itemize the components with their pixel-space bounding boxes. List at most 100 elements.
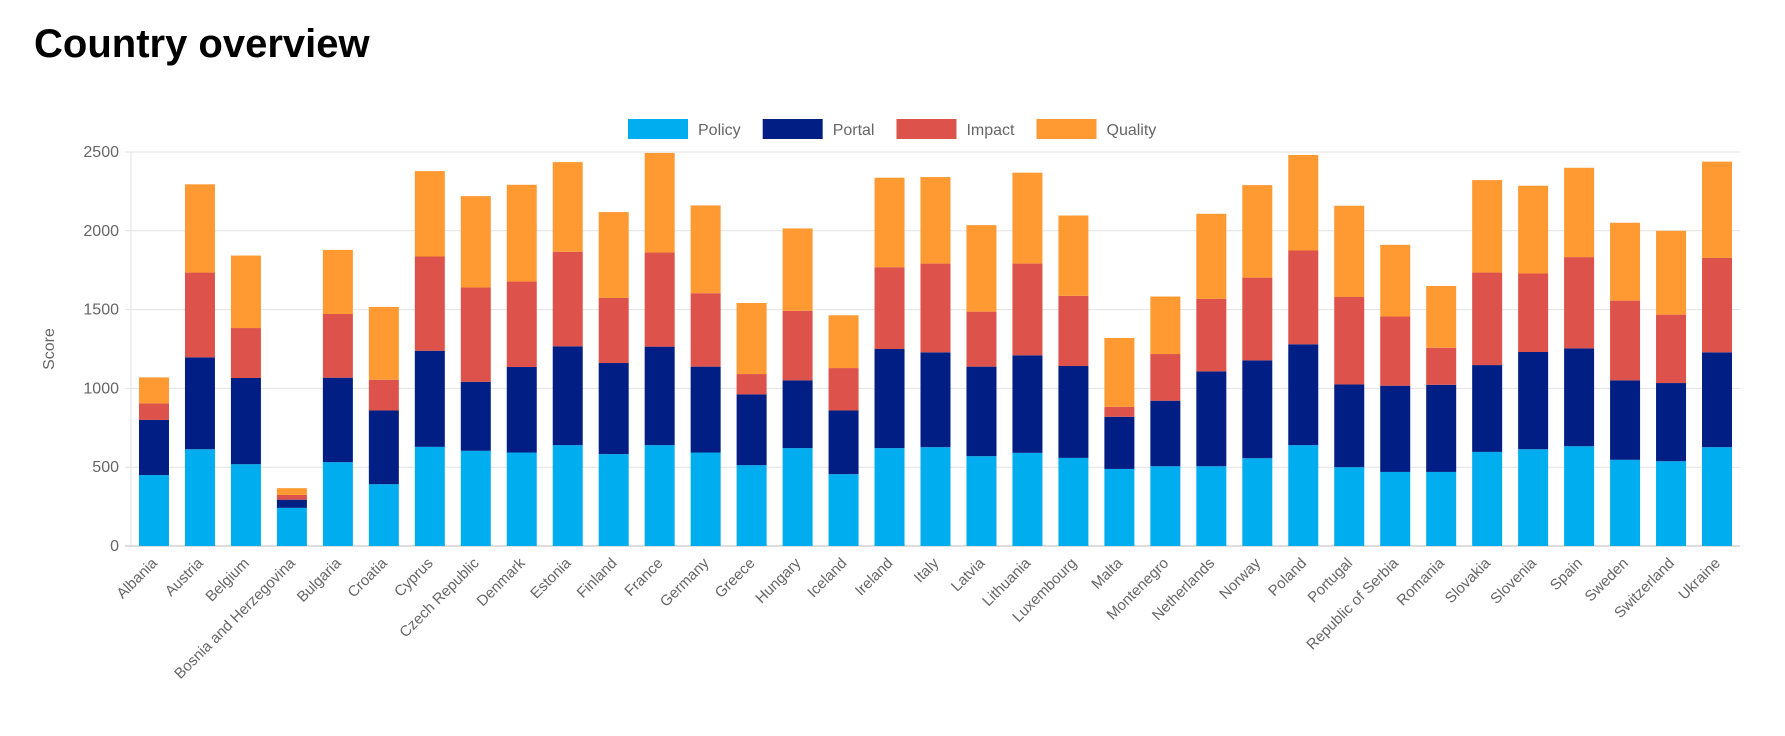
bar-policy[interactable]: [1288, 445, 1319, 546]
bar-portal[interactable]: [644, 346, 675, 446]
bar-impact[interactable]: [1426, 347, 1457, 385]
bar-policy[interactable]: [1656, 461, 1687, 546]
bar-portal[interactable]: [690, 366, 721, 453]
legend-item-quality[interactable]: Quality: [1036, 119, 1157, 139]
bar-quality[interactable]: [598, 212, 629, 298]
bar-stack[interactable]: [1150, 296, 1181, 546]
bar-stack[interactable]: [1196, 213, 1227, 546]
bar-stack[interactable]: [690, 205, 721, 546]
bar-portal[interactable]: [920, 352, 951, 448]
bar-stack[interactable]: [368, 306, 399, 546]
bar-portal[interactable]: [1656, 383, 1687, 462]
bar-policy[interactable]: [690, 452, 721, 546]
bar-policy[interactable]: [1334, 467, 1365, 546]
bar-quality[interactable]: [828, 315, 859, 369]
bar-impact[interactable]: [322, 314, 353, 378]
bar-impact[interactable]: [552, 251, 583, 347]
bar-quality[interactable]: [920, 177, 951, 264]
bar-stack[interactable]: [1518, 185, 1549, 546]
bar-policy[interactable]: [506, 452, 537, 546]
bar-quality[interactable]: [552, 162, 583, 252]
bar-impact[interactable]: [966, 311, 997, 367]
bar-quality[interactable]: [1334, 205, 1365, 297]
bar-policy[interactable]: [966, 456, 997, 546]
bar-quality[interactable]: [414, 171, 445, 257]
legend-item-policy[interactable]: Policy: [628, 119, 741, 139]
bar-policy[interactable]: [460, 450, 491, 546]
bar-impact[interactable]: [1380, 316, 1411, 386]
bar-portal[interactable]: [966, 366, 997, 457]
bar-policy[interactable]: [920, 447, 951, 546]
bar-policy[interactable]: [276, 507, 307, 546]
bar-stack[interactable]: [1104, 337, 1135, 546]
bar-quality[interactable]: [1610, 222, 1641, 301]
bar-impact[interactable]: [828, 368, 859, 411]
bar-portal[interactable]: [276, 499, 307, 508]
bar-quality[interactable]: [1702, 161, 1733, 258]
bar-quality[interactable]: [1150, 296, 1181, 355]
bar-quality[interactable]: [230, 255, 261, 329]
bar-policy[interactable]: [1610, 459, 1641, 546]
bar-impact[interactable]: [1564, 257, 1595, 349]
bar-policy[interactable]: [1426, 471, 1457, 546]
bar-portal[interactable]: [1104, 416, 1135, 469]
bar-portal[interactable]: [230, 377, 261, 465]
bar-stack[interactable]: [184, 184, 215, 546]
bar-quality[interactable]: [368, 306, 399, 380]
bar-quality[interactable]: [874, 177, 905, 268]
bar-impact[interactable]: [138, 403, 169, 420]
bar-quality[interactable]: [506, 184, 537, 282]
bar-policy[interactable]: [644, 445, 675, 546]
bar-quality[interactable]: [1426, 285, 1457, 348]
bar-policy[interactable]: [1196, 466, 1227, 546]
bar-stack[interactable]: [782, 228, 813, 546]
bar-policy[interactable]: [1058, 457, 1089, 546]
bar-quality[interactable]: [322, 249, 353, 315]
bar-stack[interactable]: [644, 152, 675, 546]
bar-policy[interactable]: [1702, 447, 1733, 546]
bar-policy[interactable]: [1518, 449, 1549, 546]
bar-stack[interactable]: [230, 255, 261, 546]
bar-portal[interactable]: [1610, 380, 1641, 460]
bar-quality[interactable]: [138, 377, 169, 404]
bar-quality[interactable]: [276, 488, 307, 495]
bar-stack[interactable]: [920, 177, 951, 546]
bar-portal[interactable]: [138, 419, 169, 476]
bar-quality[interactable]: [644, 152, 675, 253]
bar-stack[interactable]: [1334, 205, 1365, 546]
bar-impact[interactable]: [920, 263, 951, 353]
bar-impact[interactable]: [1610, 300, 1641, 381]
bar-portal[interactable]: [506, 366, 537, 453]
bar-quality[interactable]: [1012, 172, 1043, 264]
bar-portal[interactable]: [828, 410, 859, 475]
bar-impact[interactable]: [690, 293, 721, 367]
legend-item-impact[interactable]: Impact: [896, 119, 1015, 139]
bar-quality[interactable]: [966, 225, 997, 312]
bar-stack[interactable]: [276, 488, 307, 546]
bar-impact[interactable]: [1472, 272, 1503, 366]
bar-portal[interactable]: [1196, 371, 1227, 467]
bar-stack[interactable]: [506, 184, 537, 546]
bar-stack[interactable]: [460, 196, 491, 546]
bar-quality[interactable]: [1058, 215, 1089, 296]
bar-portal[interactable]: [736, 394, 767, 466]
bar-policy[interactable]: [138, 475, 169, 546]
bar-stack[interactable]: [736, 302, 767, 546]
bar-quality[interactable]: [1288, 154, 1319, 251]
bar-impact[interactable]: [874, 267, 905, 349]
bar-portal[interactable]: [1426, 384, 1457, 472]
bar-portal[interactable]: [322, 377, 353, 463]
bar-policy[interactable]: [828, 474, 859, 546]
bar-quality[interactable]: [1564, 167, 1595, 258]
bar-portal[interactable]: [1288, 344, 1319, 446]
bar-portal[interactable]: [1012, 355, 1043, 453]
bar-portal[interactable]: [1380, 385, 1411, 472]
bar-impact[interactable]: [414, 256, 445, 351]
bar-policy[interactable]: [1104, 468, 1135, 546]
bar-stack[interactable]: [1702, 161, 1733, 546]
bar-quality[interactable]: [1656, 230, 1687, 315]
bar-portal[interactable]: [368, 410, 399, 485]
bar-impact[interactable]: [736, 374, 767, 395]
bar-quality[interactable]: [184, 184, 215, 273]
bar-stack[interactable]: [1242, 185, 1273, 546]
